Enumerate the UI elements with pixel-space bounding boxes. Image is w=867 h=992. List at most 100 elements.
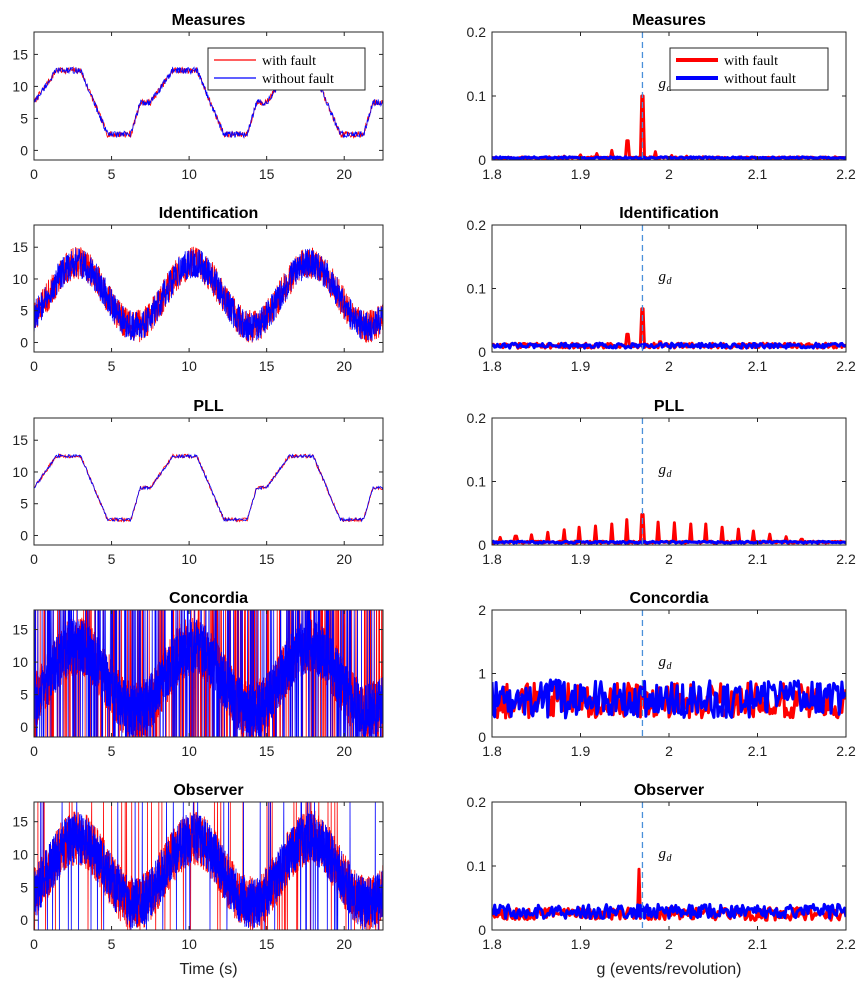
y-tick-label: 0 (20, 719, 28, 735)
y-tick-label: 0 (20, 142, 28, 158)
y-tick-label: 0.1 (467, 474, 487, 490)
series-line (492, 341, 846, 350)
x-tick-label: 5 (108, 743, 116, 759)
x-tick-label: 1.8 (482, 936, 502, 952)
x-tick-label: 2.2 (836, 551, 856, 567)
chart-title: Concordia (169, 590, 248, 607)
y-tick-label: 1 (478, 666, 486, 682)
x-tick-label: 20 (336, 936, 352, 952)
x-tick-label: 2.1 (748, 743, 768, 759)
x-axis-label: Time (s) (179, 961, 237, 978)
legend-label: with fault (724, 54, 778, 69)
y-tick-label: 0 (20, 912, 28, 928)
y-tick-label: 0 (20, 527, 28, 543)
x-tick-label: 2.2 (836, 358, 856, 374)
gd-label: g (658, 462, 666, 478)
x-tick-label: 1.8 (482, 743, 502, 759)
y-tick-label: 5 (20, 687, 28, 703)
x-tick-label: 2.1 (748, 551, 768, 567)
x-tick-label: 0 (30, 936, 38, 952)
y-tick-label: 5 (20, 496, 28, 512)
y-tick-label: 5 (20, 879, 28, 895)
y-tick-label: 0.1 (467, 858, 487, 874)
legend-label: without fault (262, 72, 334, 87)
y-tick-label: 5 (20, 303, 28, 319)
plot-content (34, 453, 383, 523)
series-line (492, 678, 846, 720)
x-tick-label: 15 (259, 551, 275, 567)
x-tick-label: 1.9 (571, 551, 591, 567)
x-tick-label: 1.8 (482, 551, 502, 567)
x-tick-label: 2 (665, 358, 673, 374)
x-tick-label: 15 (259, 743, 275, 759)
legend-label: without fault (724, 72, 796, 87)
series-line (34, 248, 383, 342)
chart-panel-7: 0 5 10 15 20 0 5 10 15 Concordia (12, 590, 384, 759)
x-tick-label: 1.8 (482, 166, 502, 182)
plot-content (492, 678, 846, 720)
series-line (34, 66, 383, 139)
plot-content (34, 610, 383, 737)
x-axis-label: g (events/revolution) (597, 961, 742, 978)
x-tick-label: 15 (259, 936, 275, 952)
x-tick-label: 1.9 (571, 936, 591, 952)
y-tick-label: 0.2 (467, 24, 487, 40)
y-tick-label: 10 (12, 847, 28, 863)
chart-panel-5: 0 5 10 15 20 0 5 10 15 PLL (12, 398, 384, 567)
plot-content (492, 867, 846, 922)
x-tick-label: 2 (665, 551, 673, 567)
x-tick-label: 10 (181, 936, 197, 952)
y-tick-label: 0 (478, 922, 486, 938)
chart-title: Identification (159, 205, 259, 222)
y-tick-label: 5 (20, 110, 28, 126)
x-tick-label: 20 (336, 743, 352, 759)
x-tick-label: 2.1 (748, 358, 768, 374)
x-tick-label: 15 (259, 358, 275, 374)
x-tick-label: 2.1 (748, 936, 768, 952)
axes-box (33, 609, 384, 738)
x-tick-label: 10 (181, 358, 197, 374)
y-tick-label: 15 (12, 622, 28, 638)
y-tick-label: 0.1 (467, 281, 487, 297)
gd-label: g (658, 846, 666, 862)
legend: with fault without fault (207, 47, 366, 91)
gd-label: g (658, 654, 666, 670)
series-line (492, 902, 846, 920)
chart-panel-1: 0 5 10 15 20 0 5 10 15 Measures with fault without … (12, 12, 384, 182)
legend-box (669, 47, 829, 91)
chart-panel-3: 0 5 10 15 20 0 5 10 15 Identification (12, 205, 384, 374)
plot-content (492, 307, 846, 350)
x-tick-label: 0 (30, 358, 38, 374)
plot-content (34, 246, 383, 343)
x-tick-label: 5 (108, 358, 116, 374)
legend: with fault without fault (669, 47, 829, 91)
x-tick-label: 2.2 (836, 936, 856, 952)
x-tick-label: 15 (259, 166, 275, 182)
x-tick-label: 1.8 (482, 358, 502, 374)
chart-title: PLL (654, 398, 684, 415)
gd-label-subscript: d (666, 853, 672, 864)
series-line (34, 802, 383, 930)
x-tick-label: 20 (336, 358, 352, 374)
axes-box (33, 801, 384, 931)
chart-panel-4: g d 1.8 1.9 2 2.1 2.2 0 0.1 0.2 Identification (467, 205, 856, 374)
chart-panel-8: g d 1.8 1.9 2 2.1 2.2 0 1 2 Concordia (478, 590, 856, 759)
gd-label-subscript: d (666, 83, 672, 94)
y-tick-label: 0 (478, 537, 486, 553)
chart-title: Measures (632, 12, 706, 29)
y-tick-label: 2 (478, 602, 486, 618)
x-tick-label: 5 (108, 166, 116, 182)
y-tick-label: 15 (12, 814, 28, 830)
chart-title: PLL (193, 398, 223, 415)
y-tick-label: 0 (20, 334, 28, 350)
x-tick-label: 2.2 (836, 166, 856, 182)
axes-box (33, 224, 384, 353)
y-tick-label: 0.2 (467, 794, 487, 810)
x-tick-label: 10 (181, 551, 197, 567)
plot-area (492, 418, 846, 545)
x-tick-label: 2.1 (748, 166, 768, 182)
chart-title: Concordia (629, 590, 708, 607)
x-tick-label: 2 (665, 743, 673, 759)
plot-content (34, 802, 383, 930)
